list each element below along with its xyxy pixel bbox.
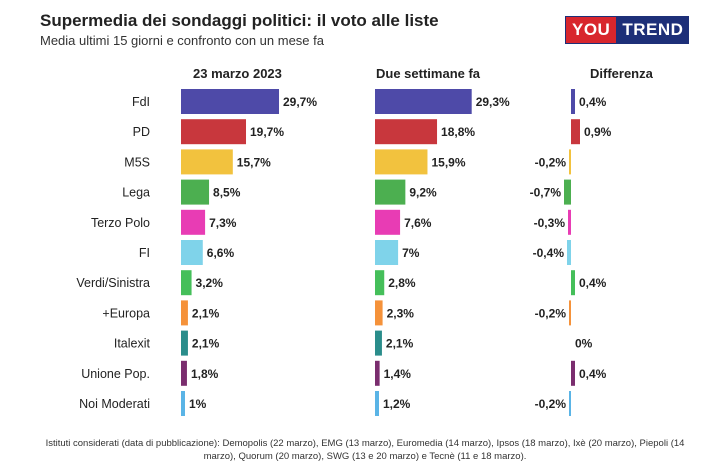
value-label-current-verdi-sinistra: 3,2% <box>196 276 224 290</box>
value-label-previous-fdi: 29,3% <box>476 95 510 109</box>
value-label-previous-pd: 18,8% <box>441 125 475 139</box>
value-label-current-lega: 8,5% <box>213 186 241 200</box>
value-label-current-terzo-polo: 7,3% <box>209 216 237 230</box>
value-label-previous-fi: 7% <box>402 246 420 260</box>
bar-previous-noi-moderati <box>375 391 379 416</box>
value-label-diff-noi-moderati: -0,2% <box>535 397 567 411</box>
value-label-diff-verdi-sinistra: 0,4% <box>579 276 607 290</box>
value-label-current-europa: 2,1% <box>192 306 220 320</box>
bar-previous-m5s <box>375 149 428 175</box>
category-label-pd: PD <box>133 125 150 139</box>
value-label-diff-fi: -0,4% <box>533 246 565 260</box>
category-label-terzo-polo: Terzo Polo <box>91 216 150 230</box>
value-label-diff-italexit: 0% <box>575 337 593 351</box>
chart-subtitle: Media ultimi 15 giorni e confronto con u… <box>40 33 324 48</box>
bar-current-fi <box>181 240 203 265</box>
value-label-diff-unione-pop: 0,4% <box>579 367 607 381</box>
bar-diff-lega <box>564 179 571 205</box>
chart-title: Supermedia dei sondaggi politici: il vot… <box>40 11 439 30</box>
category-label-fi: FI <box>139 246 150 260</box>
value-label-current-noi-moderati: 1% <box>189 397 207 411</box>
bar-current-fdi <box>181 89 280 114</box>
value-label-current-fdi: 29,7% <box>283 95 317 109</box>
bar-previous-europa <box>375 300 383 326</box>
category-label-italexit: Italexit <box>114 337 151 351</box>
bar-diff-fi <box>567 240 571 265</box>
category-label-fdi: FdI <box>132 95 150 109</box>
value-label-current-italexit: 2,1% <box>192 337 220 351</box>
bar-current-lega <box>181 179 210 205</box>
footer-sources: Istituti considerati (data di pubblicazi… <box>45 438 685 462</box>
value-label-previous-verdi-sinistra: 2,8% <box>388 276 416 290</box>
bar-diff-verdi-sinistra <box>571 270 575 296</box>
bar-previous-verdi-sinistra <box>375 270 385 296</box>
category-label-noi-moderati: Noi Moderati <box>79 397 150 411</box>
bar-diff-m5s <box>569 149 571 175</box>
bar-diff-unione-pop <box>571 360 575 386</box>
bar-diff-fdi <box>571 89 575 114</box>
value-label-diff-pd: 0,9% <box>584 125 612 139</box>
bar-previous-unione-pop <box>375 360 380 386</box>
bar-current-pd <box>181 119 247 145</box>
value-label-diff-lega: -0,7% <box>530 186 562 200</box>
category-label-unione-pop: Unione Pop. <box>81 367 150 381</box>
logo-trend: TREND <box>616 17 690 43</box>
bar-current-europa <box>181 300 188 326</box>
value-label-current-m5s: 15,7% <box>237 155 271 169</box>
bar-current-noi-moderati <box>181 391 185 416</box>
category-label-lega: Lega <box>122 186 150 200</box>
value-label-previous-unione-pop: 1,4% <box>384 367 412 381</box>
value-label-diff-terzo-polo: -0,3% <box>534 216 566 230</box>
bar-previous-pd <box>375 119 438 145</box>
value-label-diff-m5s: -0,2% <box>535 155 567 169</box>
value-label-diff-fdi: 0,4% <box>579 95 607 109</box>
bar-current-terzo-polo <box>181 209 206 235</box>
bar-current-italexit <box>181 330 188 356</box>
value-label-previous-lega: 9,2% <box>409 186 437 200</box>
bar-diff-pd <box>571 119 580 145</box>
logo-you: YOU <box>566 17 617 43</box>
value-label-current-fi: 6,6% <box>207 246 235 260</box>
value-label-current-unione-pop: 1,8% <box>191 367 219 381</box>
bar-diff-europa <box>569 300 571 326</box>
category-label-verdi-sinistra: Verdi/Sinistra <box>76 276 150 290</box>
bar-previous-italexit <box>375 330 382 356</box>
value-label-diff-europa: -0,2% <box>535 306 567 320</box>
bar-current-verdi-sinistra <box>181 270 192 296</box>
bar-current-unione-pop <box>181 360 187 386</box>
value-label-previous-terzo-polo: 7,6% <box>404 216 432 230</box>
column-header-current: 23 marzo 2023 <box>193 66 282 81</box>
category-label-m5s: M5S <box>124 155 150 169</box>
youtrend-logo: YOU TREND <box>565 16 690 44</box>
category-label-europa: +Europa <box>102 306 150 320</box>
column-header-diff: Differenza <box>590 66 653 81</box>
bar-diff-terzo-polo <box>568 209 571 235</box>
bar-current-m5s <box>181 149 233 175</box>
column-header-previous: Due settimane fa <box>376 66 481 81</box>
value-label-current-pd: 19,7% <box>250 125 284 139</box>
bar-previous-terzo-polo <box>375 209 401 235</box>
value-label-previous-europa: 2,3% <box>387 306 415 320</box>
bar-diff-noi-moderati <box>569 391 571 416</box>
bar-previous-lega <box>375 179 406 205</box>
value-label-previous-noi-moderati: 1,2% <box>383 397 411 411</box>
bar-previous-fi <box>375 240 399 265</box>
value-label-previous-italexit: 2,1% <box>386 337 414 351</box>
value-label-previous-m5s: 15,9% <box>431 155 465 169</box>
bar-previous-fdi <box>375 89 472 114</box>
